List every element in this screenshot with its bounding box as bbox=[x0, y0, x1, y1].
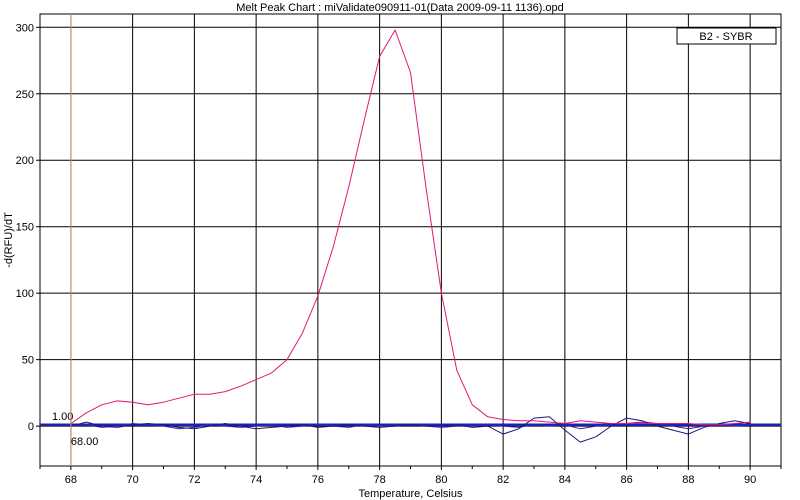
y-tick-label: 0 bbox=[28, 421, 34, 433]
x-tick-label: 90 bbox=[744, 474, 756, 486]
y-tick-label: 150 bbox=[16, 222, 34, 234]
y-axis-label: -d(RFU)/dT bbox=[3, 212, 15, 268]
y-tick-label: 300 bbox=[16, 22, 34, 34]
legend-box bbox=[676, 27, 777, 45]
x-tick-label: 80 bbox=[435, 474, 447, 486]
cursor-group: 68.00 bbox=[70, 14, 99, 466]
y-tick-label: 100 bbox=[16, 288, 34, 300]
legend[interactable]: B2 - SYBR bbox=[676, 27, 777, 45]
legend-entry: B2 - SYBR bbox=[699, 31, 752, 43]
y-tick-label: 250 bbox=[16, 89, 34, 101]
x-axis-label: Temperature, Celsius bbox=[359, 488, 463, 500]
x-tick-label: 68 bbox=[65, 474, 77, 486]
x-tick-label: 70 bbox=[127, 474, 139, 486]
x-tick-label: 88 bbox=[682, 474, 694, 486]
chart-title: Melt Peak Chart : miValidate090911-01(Da… bbox=[236, 2, 564, 14]
x-tick-label: 82 bbox=[497, 474, 509, 486]
x-tick-label: 76 bbox=[312, 474, 324, 486]
x-tick-label: 84 bbox=[559, 474, 571, 486]
plot-area bbox=[39, 13, 782, 467]
series-line-1 bbox=[70, 416, 751, 443]
cursor-label: 68.00 bbox=[71, 436, 99, 448]
x-tick-label: 74 bbox=[250, 474, 262, 486]
axis-ticks: 68 70 72 74 76 78 80 82 84 86 88 90 0 50 100 150 200 250 3… bbox=[16, 22, 782, 486]
series-group bbox=[70, 29, 751, 443]
y-tick-label: 200 bbox=[16, 155, 34, 167]
x-tick-label: 78 bbox=[374, 474, 386, 486]
threshold-label: 1.00 bbox=[52, 411, 73, 423]
series-line-0 bbox=[70, 29, 751, 426]
x-tick-label: 86 bbox=[621, 474, 633, 486]
x-tick-label: 72 bbox=[188, 474, 200, 486]
y-tick-label: 50 bbox=[22, 355, 34, 367]
